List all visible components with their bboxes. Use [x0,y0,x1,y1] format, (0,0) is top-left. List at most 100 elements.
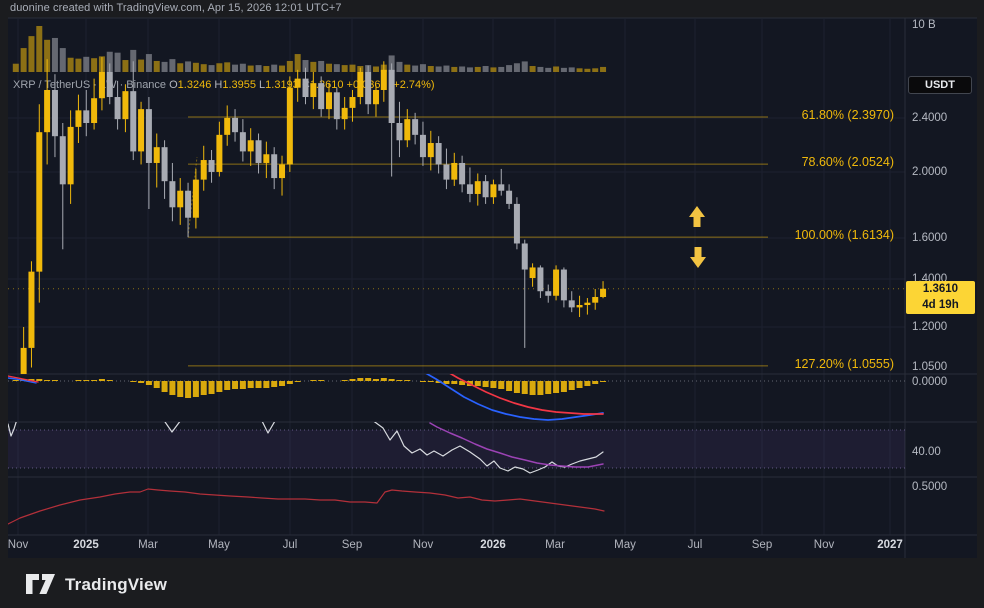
macd-histogram-bar [145,381,152,385]
candle-body [271,154,278,179]
volume-bar [200,64,207,72]
candle-body [28,271,35,348]
last-price-value: 1.3610 [922,283,959,295]
candle-body [490,184,497,198]
volume-bar [529,66,536,72]
volume-bar [600,66,607,72]
candle-body [177,190,184,208]
fib-level-label[interactable]: 100.00% (1.6134) [794,228,894,243]
candle-body [482,181,489,198]
volume-bar [521,61,528,72]
volume-bar [537,66,544,72]
price-axis-tick: 1.6000 [912,232,948,244]
volume-bar [75,58,82,72]
volume-bar [482,66,489,72]
time-axis-tick: Sep [341,539,363,551]
macd-histogram-bar [380,378,387,381]
candle-body [427,143,434,158]
volume-bar [513,63,520,72]
macd-histogram-bar [271,381,278,387]
last-price-countdown-label: 1.3610 4d 19h [906,281,975,314]
tradingview-logo[interactable]: TradingView [26,574,167,595]
macd-histogram-bar [263,381,270,388]
fib-level-label[interactable]: 61.80% (2.3970) [801,107,894,122]
candle-body [545,291,552,296]
macd-histogram-bar [224,381,231,390]
rsi-ma-line [429,422,604,468]
volume-bar [419,64,426,72]
rsi-pane [8,422,604,474]
volume-bar [443,65,450,72]
volume-bar [224,62,231,72]
macd-line [8,377,37,384]
tradingview-logo-text: TradingView [65,574,168,594]
macd-histogram-bar [600,381,607,382]
arrow-up-icon[interactable] [689,206,705,227]
fib-level-label[interactable]: 78.60% (2.0524) [801,155,894,170]
time-axis-tick: Nov [412,539,434,551]
pane-separators [8,17,977,558]
macd-histogram-bar [286,381,293,384]
candle-body [106,72,113,98]
volume-bar [20,48,27,72]
macd-histogram-bar [12,380,19,381]
macd-histogram-bar [98,379,105,381]
macd-histogram-bar [435,381,442,383]
time-axis-tick: 2026 [480,539,506,551]
volume-bar [177,63,184,72]
candle-body [153,147,160,163]
volume-bar [326,63,332,72]
candle-body [529,267,536,279]
macd-histogram-bar [310,380,317,381]
arrow-down-icon[interactable] [690,247,706,268]
currency-badge[interactable]: USDT [908,76,972,94]
fib-retracement-drawing[interactable] [187,116,768,367]
macd-histogram-bar [232,381,239,389]
candle-body [59,136,66,185]
volume-bar [286,60,293,72]
time-axis-tick: Mar [138,539,158,551]
macd-histogram-bar [584,381,591,386]
macd-histogram-bar [83,380,90,381]
volume-bar [138,59,145,72]
macd-histogram-bar [177,381,184,397]
macd-histogram-bar [482,381,489,387]
candle-body [255,140,262,163]
bar-countdown: 4d 19h [922,299,959,311]
candle-body [294,78,301,88]
candle-body [584,302,591,306]
volume-bar [114,52,121,72]
volume-bar [349,64,356,72]
volume-bar [490,67,497,72]
macd-histogram-bar [474,381,481,386]
candle-body [459,162,466,185]
volume-bar [263,66,270,72]
candle-body [169,181,176,208]
volume-bar [310,61,317,72]
candle-body [145,109,152,163]
volume-bar [44,39,51,72]
candle-body [91,98,98,123]
candle-body [576,305,583,308]
candle-body [75,110,82,127]
macd-histogram-bar [208,381,215,394]
time-scale[interactable]: Nov 2025 Mar May Jul Sep Nov 2026 Mar May Jul Sep No… [8,536,905,558]
volume-bar [341,65,348,72]
volume-bar [474,66,481,72]
candle-body [506,190,513,204]
macd-signal-line [449,374,604,415]
fib-level-label[interactable]: 127.20% (1.0555) [794,356,894,371]
macd-histogram-bar [51,380,58,381]
volume-bar [396,61,403,72]
volume-bar [83,56,90,72]
candle-body [122,91,129,120]
time-axis-tick: Nov [813,539,835,551]
macd-histogram-bar [419,381,426,382]
candle-body [600,288,607,297]
volume-bar [216,63,223,72]
macd-histogram-bar [75,380,82,381]
macd-histogram-bar [185,381,192,398]
time-axis-tick: Nov [8,539,29,551]
